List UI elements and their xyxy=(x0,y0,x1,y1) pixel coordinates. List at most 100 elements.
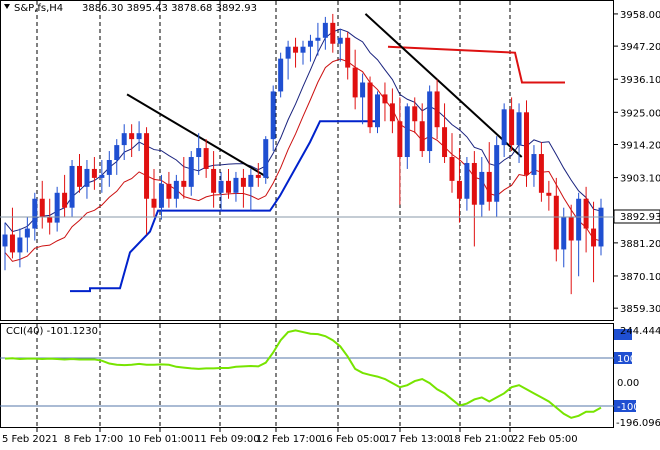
candle-body xyxy=(516,112,522,146)
candle-body xyxy=(54,192,60,223)
price-pane[interactable]: S&P,fs,H4 3886.30 3895.43 3878.68 3892.9… xyxy=(0,0,614,321)
candle-body xyxy=(583,198,589,229)
candle-body xyxy=(315,37,321,41)
indicator-pane[interactable]: CCI(40) -101.1230 xyxy=(0,323,614,428)
candle-body xyxy=(188,157,194,187)
candle-body xyxy=(255,174,261,178)
candle-body xyxy=(173,180,179,199)
candle-body xyxy=(397,121,403,158)
candle-body xyxy=(91,168,97,178)
candle-body xyxy=(293,46,299,53)
candle-body xyxy=(2,234,8,247)
candle-body xyxy=(99,174,105,178)
candle-body xyxy=(367,82,373,128)
candle-body xyxy=(233,177,239,193)
candle-body xyxy=(181,180,187,187)
trendline xyxy=(364,13,523,158)
candle-body xyxy=(345,37,351,68)
candle-body xyxy=(471,162,477,205)
candle-body xyxy=(136,133,142,140)
envelope-bands xyxy=(4,28,602,262)
candle-body xyxy=(240,177,246,187)
time-tick-label: 10 Feb 01:00 xyxy=(128,434,194,445)
candle-body xyxy=(106,160,112,175)
price-tick-label: 3925.00 xyxy=(620,108,660,119)
candle-body xyxy=(486,171,492,202)
candle-body xyxy=(591,228,597,247)
price-tick-label: 3958.00 xyxy=(620,10,660,21)
candle-body xyxy=(166,183,172,199)
support-line xyxy=(70,120,380,293)
cci-max-tag xyxy=(614,329,632,340)
candle-body xyxy=(501,109,507,146)
candle-body xyxy=(531,154,537,175)
price-axis: 3958.00 3947.20 3936.10 3925.00 3914.20 3903.… xyxy=(614,10,660,315)
candle-body xyxy=(449,157,455,181)
price-tick-label: 3881.20 xyxy=(620,239,660,250)
cci-minus100-tag xyxy=(614,400,636,412)
candle-body xyxy=(129,133,135,140)
cci-line xyxy=(4,329,602,419)
candle-body xyxy=(337,37,343,44)
candle-body xyxy=(270,91,276,140)
candle-body xyxy=(427,91,433,152)
price-tick-label: 3936.10 xyxy=(620,75,660,86)
candle-body xyxy=(285,46,291,59)
current-price-tag: 3892.93 xyxy=(613,209,660,224)
upper-band-line xyxy=(4,28,602,233)
time-tick-label: 8 Feb 17:00 xyxy=(64,434,123,445)
time-tick-label: 16 Feb 05:00 xyxy=(320,434,386,445)
candle-body xyxy=(32,198,38,229)
candle-body xyxy=(196,148,202,158)
candle-body xyxy=(561,216,567,250)
time-tick-label: 17 Feb 13:00 xyxy=(384,434,450,445)
candle-body xyxy=(330,22,336,44)
candle-body xyxy=(203,148,209,169)
support-resistance-lines xyxy=(70,45,565,293)
candle-body xyxy=(278,58,284,92)
candle-body xyxy=(538,154,544,193)
candle-body xyxy=(47,216,53,223)
trendline xyxy=(126,93,269,179)
candle-body xyxy=(375,94,380,128)
price-tick-label: 3914.20 xyxy=(620,140,660,151)
candle-body xyxy=(404,106,410,158)
candle-body xyxy=(9,234,15,253)
price-tick-label: 3903.10 xyxy=(620,174,660,185)
candle-body xyxy=(479,171,485,205)
current-price-box xyxy=(613,209,660,224)
price-tick-label: 3859.30 xyxy=(620,304,660,315)
candle-body xyxy=(248,174,254,187)
cci-100-label: 100 xyxy=(617,354,636,365)
trendlines xyxy=(126,13,523,179)
resistance-line xyxy=(387,45,565,84)
candlesticks xyxy=(2,13,604,295)
time-tick-label: 22 Feb 05:00 xyxy=(512,434,578,445)
candle-body xyxy=(382,94,388,104)
chart-header: S&P,fs,H4 3886.30 3895.43 3878.68 3892.9… xyxy=(4,3,257,14)
price-pane-frame xyxy=(0,0,614,321)
candle-body xyxy=(352,67,358,98)
time-tick-label: 12 Feb 17:00 xyxy=(256,434,322,445)
candle-body xyxy=(553,195,559,250)
symbol-label: S&P,fs,H4 xyxy=(14,3,63,14)
candle-body xyxy=(158,183,164,208)
candle-body xyxy=(412,106,418,122)
candle-body xyxy=(456,180,462,199)
cci-100-tag xyxy=(614,352,632,364)
candle-body xyxy=(84,168,90,187)
candle-body xyxy=(144,133,150,199)
collapse-triangle-icon[interactable] xyxy=(4,4,10,9)
candle-body xyxy=(263,139,269,178)
cci-min-label: -196.0968 xyxy=(616,418,660,429)
candle-body xyxy=(598,207,604,247)
candle-body xyxy=(300,46,306,53)
candle-body xyxy=(39,198,45,217)
candle-body xyxy=(69,165,75,208)
candle-body xyxy=(17,237,23,253)
candle-body xyxy=(62,192,68,208)
